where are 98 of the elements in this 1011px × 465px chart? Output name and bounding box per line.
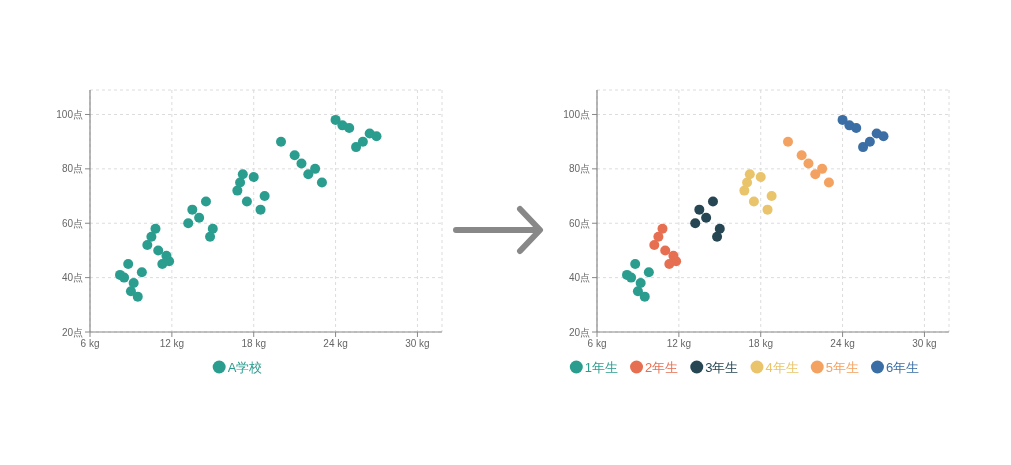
point [649, 239, 660, 250]
point [150, 223, 161, 234]
x-tick-label: 12 kg [159, 338, 185, 349]
point [817, 163, 828, 174]
y-tick-label: 20点 [568, 326, 590, 338]
point [237, 169, 248, 180]
point [796, 150, 807, 161]
x-tick-label: 18 kg [241, 338, 266, 349]
point [858, 142, 869, 153]
y-tick-label: 80点 [61, 163, 83, 175]
x-tick-label: 30 kg [405, 338, 430, 349]
point [748, 196, 759, 207]
y-tick-label: 40点 [61, 272, 83, 284]
y-tick-label: 60点 [61, 217, 83, 229]
point [878, 131, 889, 142]
point [660, 245, 671, 256]
point [690, 218, 701, 229]
x-tick-label: 24 kg [830, 338, 855, 349]
legend-label: 6年生 [885, 359, 920, 375]
point [142, 239, 153, 250]
point [344, 123, 355, 134]
point [762, 204, 773, 215]
point [783, 136, 794, 147]
point [357, 136, 368, 147]
point [653, 231, 664, 242]
point [694, 204, 705, 215]
point [630, 259, 641, 270]
point [187, 204, 198, 215]
point [643, 267, 654, 278]
point [626, 272, 637, 283]
legend: A学校 [212, 359, 263, 375]
point [255, 204, 266, 215]
point [739, 185, 750, 196]
point [707, 196, 718, 207]
point [259, 191, 270, 202]
point [248, 172, 259, 183]
point [119, 272, 130, 283]
y-tick-label: 80点 [568, 163, 590, 175]
legend-label: 3年生 [705, 359, 739, 375]
point [657, 223, 668, 234]
point [714, 223, 725, 234]
point [823, 177, 834, 188]
x-tick-label: 24 kg [323, 338, 348, 349]
point [241, 196, 252, 207]
y-tick-label: 20点 [61, 326, 83, 338]
x-tick-label: 6 kg [80, 338, 100, 349]
point [276, 136, 287, 147]
point [289, 150, 300, 161]
point [742, 177, 753, 188]
y-tick-label: 100点 [56, 108, 83, 120]
x-tick-label: 6 kg [587, 338, 607, 349]
point [200, 196, 211, 207]
y-tick-label: 60点 [568, 217, 590, 229]
point [296, 158, 307, 169]
point [146, 231, 157, 242]
legend-label: 4年生 [765, 359, 799, 375]
point [810, 169, 821, 180]
point [136, 267, 147, 278]
y-tick-label: 100点 [563, 108, 590, 120]
point [153, 245, 164, 256]
point [639, 291, 650, 302]
point [235, 177, 246, 188]
point [837, 114, 848, 125]
legend-label: 1年生 [584, 359, 619, 375]
point [351, 142, 362, 153]
point [851, 123, 862, 134]
point [635, 278, 646, 289]
point [128, 278, 139, 289]
point [671, 256, 682, 267]
point [712, 231, 723, 242]
point [125, 286, 136, 297]
point [205, 231, 216, 242]
x-tick-label: 12 kg [666, 338, 692, 349]
point [316, 177, 327, 188]
point [123, 259, 134, 270]
point [232, 185, 243, 196]
y-tick-label: 40点 [568, 272, 590, 284]
legend-label: 2年生 [645, 359, 679, 375]
x-tick-label: 18 kg [748, 338, 773, 349]
point [194, 212, 205, 223]
legend-label: A学校 [227, 359, 263, 375]
point [755, 172, 766, 183]
point [803, 158, 814, 169]
point [132, 291, 143, 302]
point [744, 169, 755, 180]
point [183, 218, 194, 229]
point [766, 191, 777, 202]
point [207, 223, 218, 234]
legend-label: 5年生 [825, 359, 859, 375]
point [303, 169, 314, 180]
point [371, 131, 382, 142]
point [164, 256, 175, 267]
point [632, 286, 643, 297]
point [310, 163, 321, 174]
point [330, 114, 341, 125]
point [864, 136, 875, 147]
x-tick-label: 30 kg [912, 338, 937, 349]
point [701, 212, 712, 223]
